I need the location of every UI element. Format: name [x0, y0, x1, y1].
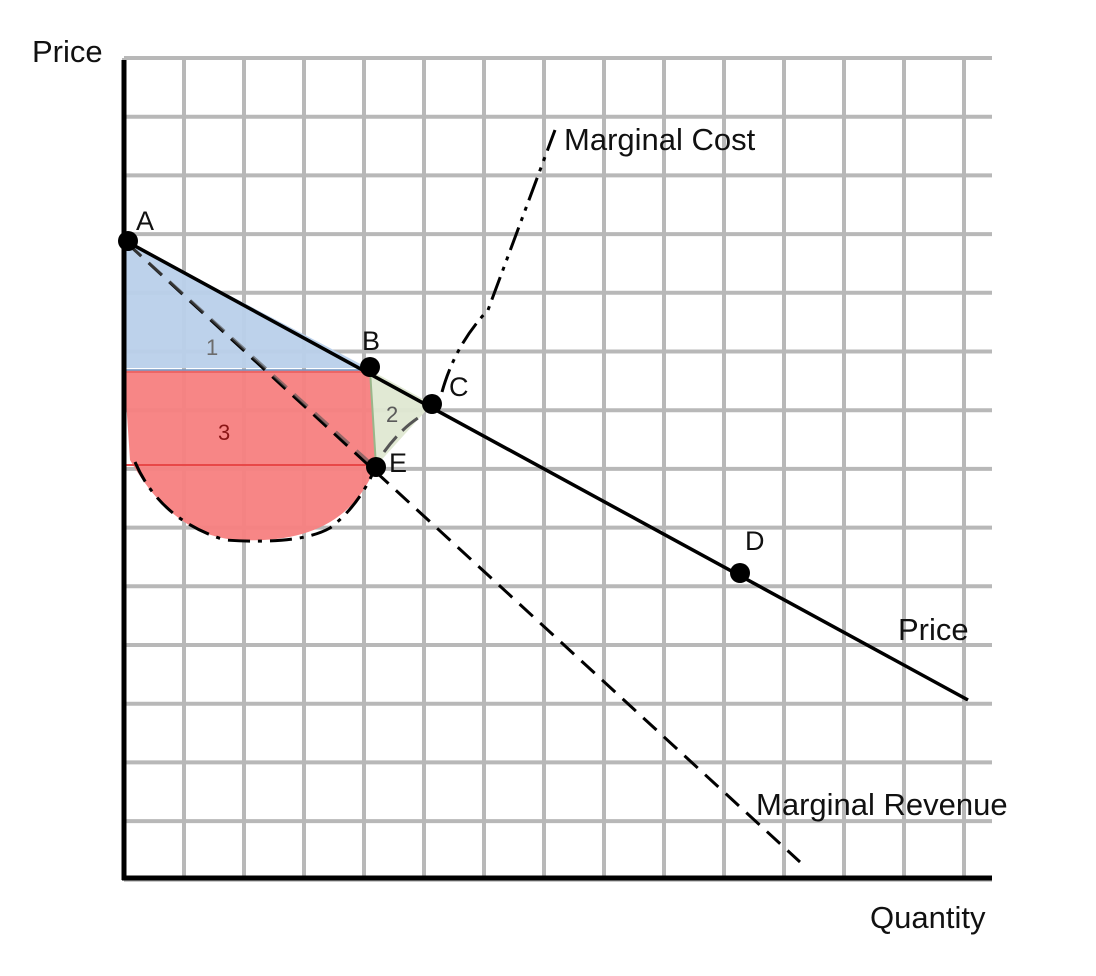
region-1-label: 1: [206, 335, 218, 360]
region-3-label: 3: [218, 420, 230, 445]
y-axis-label: Price: [32, 34, 103, 69]
point-e-label: E: [389, 448, 407, 478]
marginal-cost-curve-upper: [440, 129, 557, 393]
price-curve: [123, 238, 969, 702]
price-curve-label: Price: [898, 612, 969, 647]
point-a-label: A: [136, 206, 154, 236]
point-c-label: C: [449, 372, 469, 402]
point-a-marker: [118, 231, 138, 251]
region-2-label: 2: [386, 402, 398, 427]
region-2: [370, 370, 432, 466]
point-e-marker: [366, 457, 386, 477]
point-b-label: B: [362, 326, 380, 356]
point-b-marker: [360, 357, 380, 377]
marginal-cost-curve-lower: [133, 461, 378, 543]
marginal-cost-curve-mid: [382, 416, 419, 453]
x-axis-label: Quantity: [870, 900, 986, 935]
point-c-marker: [422, 394, 442, 414]
point-d-marker: [730, 563, 750, 583]
point-d-label: D: [745, 526, 765, 556]
region-2-left-edge: [369, 369, 377, 467]
region-3: [124, 370, 376, 541]
grid: [122, 56, 992, 882]
marginal-cost-label: Marginal Cost: [564, 122, 756, 157]
marginal-revenue-label: Marginal Revenue: [756, 787, 1008, 822]
